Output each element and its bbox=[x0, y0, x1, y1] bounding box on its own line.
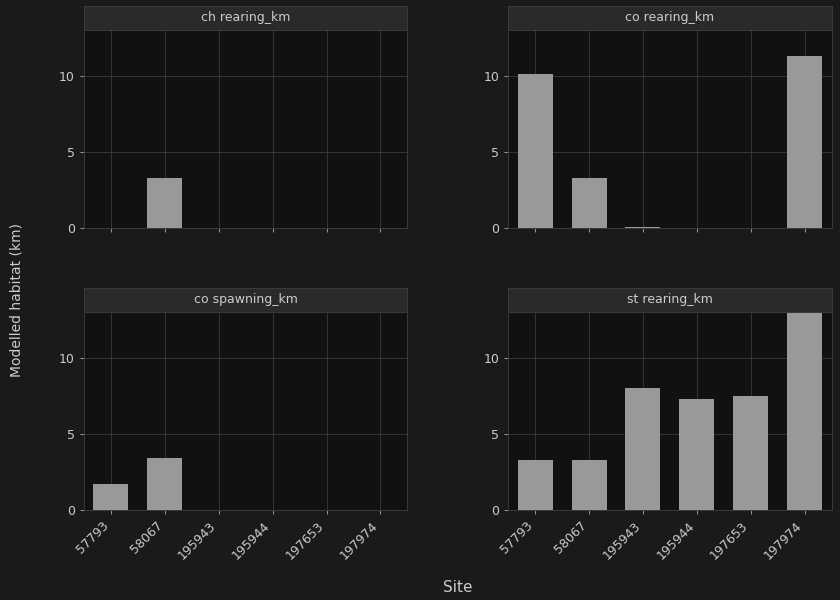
Text: co spawning_km: co spawning_km bbox=[194, 293, 297, 307]
Bar bbox=[517, 460, 553, 510]
Text: ch rearing_km: ch rearing_km bbox=[201, 11, 291, 25]
Bar bbox=[680, 399, 714, 510]
Text: Site: Site bbox=[443, 581, 473, 595]
Bar bbox=[571, 460, 606, 510]
Bar bbox=[787, 56, 822, 228]
Bar bbox=[571, 178, 606, 228]
Bar bbox=[787, 312, 822, 510]
Bar bbox=[147, 458, 182, 510]
Bar bbox=[626, 388, 660, 510]
Text: Modelled habitat (km): Modelled habitat (km) bbox=[10, 223, 24, 377]
Bar bbox=[147, 178, 182, 228]
Text: st rearing_km: st rearing_km bbox=[627, 293, 713, 307]
Bar bbox=[626, 227, 660, 228]
Bar bbox=[733, 396, 769, 510]
Bar bbox=[517, 74, 553, 228]
Bar bbox=[93, 484, 129, 510]
Text: co rearing_km: co rearing_km bbox=[625, 11, 715, 25]
